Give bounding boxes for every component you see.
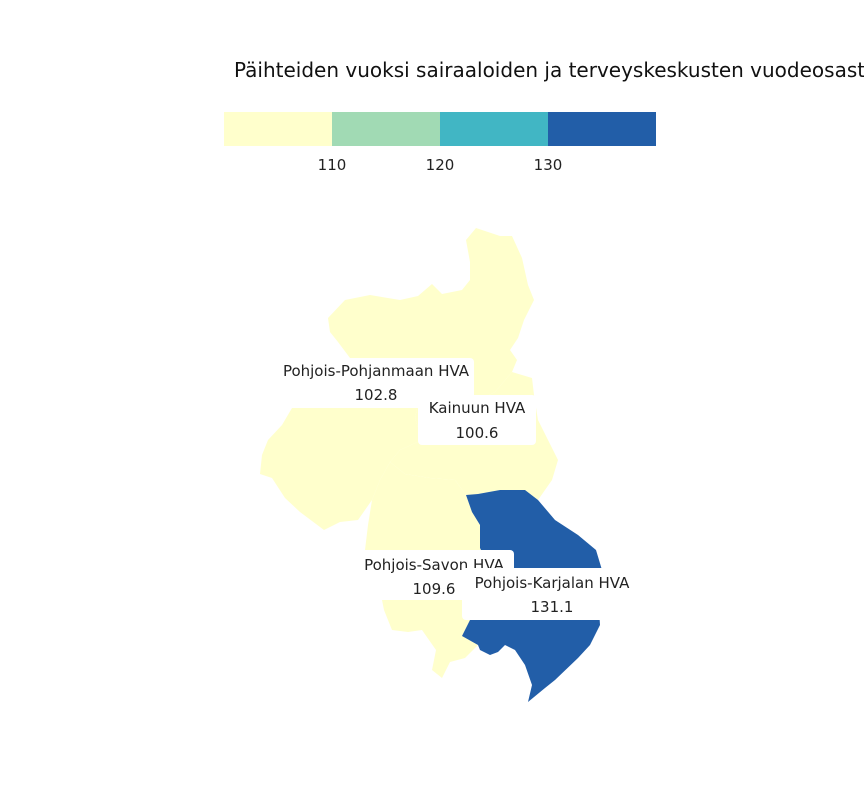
labels: Pohjois-Pohjanmaan HVA 102.8 Kainuun HVA… — [278, 358, 640, 620]
label-box — [462, 568, 640, 620]
legend-swatch-2 — [332, 112, 440, 146]
legend: 110 120 130 — [224, 112, 656, 174]
region-value-label: 109.6 — [413, 580, 456, 598]
legend-swatch-3 — [440, 112, 548, 146]
map-title: Päihteiden vuoksi sairaaloiden ja tervey… — [234, 58, 864, 82]
regions — [260, 228, 602, 702]
label-pohjois-karjala: Pohjois-Karjalan HVA 131.1 — [462, 568, 640, 620]
region-name-label: Pohjois-Pohjanmaan HVA — [283, 362, 470, 380]
region-value-label: 131.1 — [531, 598, 574, 616]
region-value-label: 100.6 — [456, 424, 499, 442]
region-value-label: 102.8 — [355, 386, 398, 404]
label-box — [418, 395, 536, 445]
legend-swatch-1 — [224, 112, 332, 146]
label-kainuu: Kainuun HVA 100.6 — [418, 395, 536, 445]
region-name-label: Pohjois-Karjalan HVA — [475, 574, 630, 592]
legend-tick-label: 110 — [318, 156, 347, 174]
legend-tick-label: 130 — [534, 156, 563, 174]
region-name-label: Kainuun HVA — [429, 399, 526, 417]
legend-swatch-4 — [548, 112, 656, 146]
legend-tick-label: 120 — [426, 156, 455, 174]
